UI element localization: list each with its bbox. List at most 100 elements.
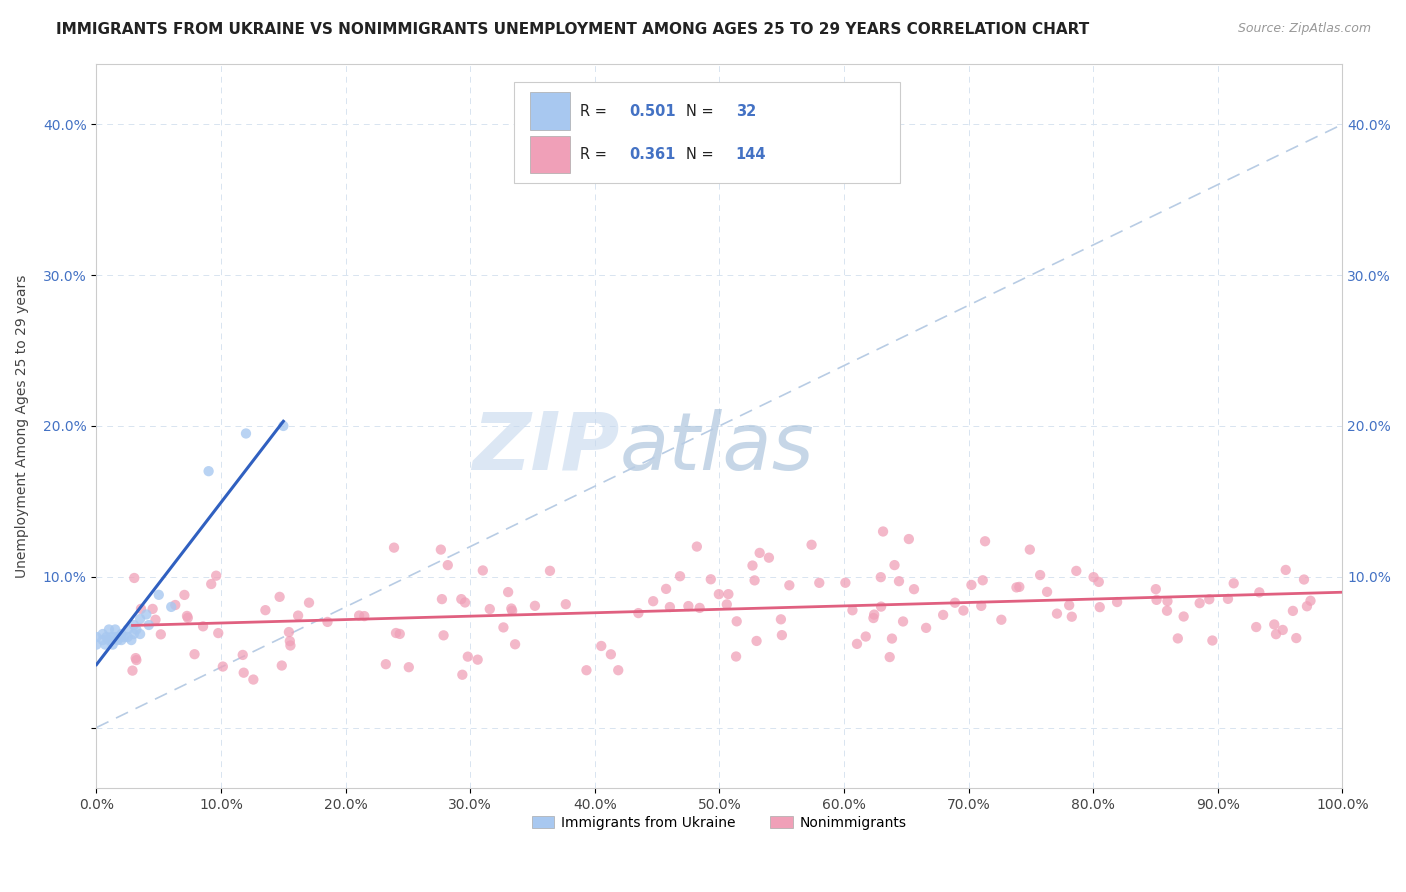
Point (1088, 600, 1111, 615)
Point (86, 638, 108, 652)
Point (903, 582, 925, 597)
Point (278, 634, 301, 648)
Point (1046, 607, 1069, 621)
Point (1156, 594, 1178, 608)
Point (287, 608, 309, 623)
Point (658, 600, 681, 615)
Point (1249, 585, 1271, 599)
Point (770, 628, 793, 642)
Point (643, 594, 665, 608)
Point (591, 639, 613, 653)
Point (932, 607, 955, 622)
Point (135, 607, 157, 622)
Point (678, 599, 700, 613)
Point (1057, 599, 1080, 613)
Point (142, 602, 165, 616)
Point (97, 633, 120, 648)
Point (758, 550, 780, 565)
Point (1296, 599, 1319, 614)
Text: R =: R = (579, 103, 612, 119)
FancyBboxPatch shape (530, 92, 569, 130)
Point (176, 609, 198, 624)
Point (707, 587, 730, 601)
Point (1066, 564, 1088, 578)
Point (200, 577, 222, 591)
Point (627, 606, 650, 620)
Point (125, 623, 148, 637)
Text: R =: R = (579, 147, 612, 162)
Point (430, 592, 453, 607)
Point (191, 619, 214, 633)
Point (915, 621, 938, 635)
Point (741, 558, 763, 573)
Point (277, 625, 299, 640)
Point (1299, 594, 1322, 608)
Point (1265, 627, 1288, 641)
Point (125, 653, 148, 667)
Point (122, 627, 145, 641)
Point (122, 618, 145, 632)
Point (778, 578, 800, 592)
Point (117, 623, 139, 637)
Point (86, 630, 108, 644)
Point (575, 663, 598, 677)
Point (1173, 609, 1195, 624)
Point (232, 648, 254, 662)
Point (800, 538, 823, 552)
Point (316, 615, 339, 629)
Point (952, 603, 974, 617)
Point (451, 667, 474, 681)
Point (197, 464, 219, 478)
Point (943, 596, 966, 610)
Point (242, 673, 264, 687)
Point (745, 634, 768, 648)
Point (374, 657, 396, 672)
Point (160, 599, 183, 614)
Point (1029, 568, 1052, 582)
Point (110, 627, 132, 641)
Point (432, 628, 454, 642)
Point (607, 663, 630, 677)
Point (149, 627, 172, 641)
Point (769, 612, 792, 626)
Point (1018, 542, 1040, 557)
Point (138, 618, 160, 632)
Point (125, 651, 148, 665)
Point (104, 630, 127, 644)
Point (501, 601, 523, 615)
Point (492, 620, 515, 634)
Text: 32: 32 (735, 103, 756, 119)
Point (382, 541, 405, 555)
Text: 0.501: 0.501 (630, 103, 676, 119)
Point (280, 639, 302, 653)
Point (183, 647, 205, 661)
Point (1271, 623, 1294, 637)
Point (496, 585, 519, 599)
Point (177, 611, 200, 625)
Point (97, 623, 120, 637)
Point (211, 659, 233, 673)
Point (96, 630, 118, 644)
Point (501, 604, 523, 618)
Point (122, 571, 145, 585)
Point (716, 598, 738, 612)
Point (207, 626, 229, 640)
Point (974, 534, 997, 549)
Point (686, 540, 709, 554)
Point (117, 630, 139, 644)
Point (1008, 580, 1031, 594)
Point (1005, 581, 1028, 595)
Point (388, 627, 411, 641)
Point (467, 653, 489, 667)
Point (254, 603, 277, 617)
Point (870, 599, 893, 614)
Point (1216, 591, 1239, 606)
Point (1274, 563, 1296, 577)
Point (471, 564, 494, 578)
Point (1144, 582, 1167, 596)
Point (1285, 631, 1308, 645)
Point (862, 611, 884, 625)
Point (1146, 592, 1168, 607)
Point (347, 608, 370, 623)
Point (145, 613, 167, 627)
